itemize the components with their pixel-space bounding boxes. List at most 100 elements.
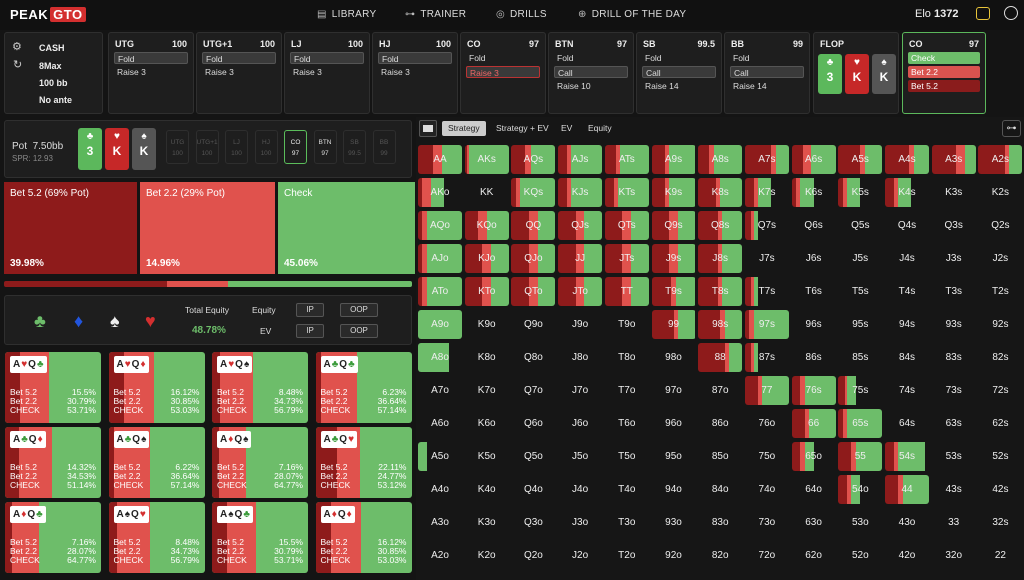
range-cell[interactable]: J8o [558,343,603,372]
range-cell[interactable]: KJs [558,178,603,207]
combo-card[interactable]: A ♠ Q ♣ Bet 5.2 15.5% Bet 2.2 30.79% CHECK 53.71% [212,502,308,573]
range-cell[interactable]: Q3o [511,508,556,537]
range-cell[interactable]: AKs [464,145,509,174]
action-raise-10[interactable]: Raise 10 [557,81,591,91]
range-cell[interactable]: 54o [838,475,883,504]
range-cell[interactable]: KTo [464,277,509,306]
action-fold[interactable]: Fold [114,52,188,64]
strategy-option-0[interactable]: Bet 5.2 (69% Pot) 39.98% [4,182,137,274]
range-cell[interactable]: Q4o [511,475,556,504]
range-cell[interactable]: Q4s [885,211,929,240]
range-cell[interactable]: 96o [651,409,696,438]
range-cell[interactable]: 86o [698,409,743,438]
range-cell[interactable]: A2s [978,145,1023,174]
range-cell[interactable]: 95s [838,310,883,339]
range-cell[interactable]: 75o [744,442,789,471]
range-cell[interactable]: Q7s [744,211,789,240]
range-cell[interactable]: 33 [931,508,976,537]
range-cell[interactable]: 55 [838,442,883,471]
range-cell[interactable]: 93s [931,310,976,339]
range-cell[interactable]: A6s [791,145,836,174]
combo-card[interactable]: A ♣ Q ♠ Bet 5.2 6.22% Bet 2.2 36.64% CHECK 57.14% [108,427,205,498]
hud-position-lj[interactable]: LJ 100 [225,130,248,164]
range-cell[interactable]: A7o [418,376,462,405]
range-cell[interactable]: JTs [604,244,649,273]
nav-trainer[interactable]: ⊶ TRAINER [405,9,467,20]
range-cell[interactable]: Q8s [698,211,743,240]
range-cell[interactable]: 43o [885,508,929,537]
range-cell[interactable]: Q2o [511,541,556,570]
range-cell[interactable]: 95o [651,442,696,471]
action-bet-5.2[interactable]: Bet 5.2 [908,80,980,92]
action-fold[interactable]: Fold [290,52,364,64]
spade-icon[interactable]: ♠ [110,311,120,331]
action-call[interactable]: Call [730,66,804,78]
range-cell[interactable]: A3s [931,145,976,174]
range-cell[interactable]: J8s [698,244,743,273]
chat-icon[interactable] [976,7,990,20]
position-card-utg[interactable]: UTG 100 Fold Raise 3 [108,32,194,114]
range-cell[interactable]: 92s [978,310,1023,339]
tab-ev[interactable]: EV [561,123,573,133]
range-cell[interactable]: 83o [698,508,743,537]
tab-strategy[interactable]: Strategy [442,121,486,136]
tab-strategy-ev[interactable]: Strategy + EV [496,123,549,133]
range-cell[interactable]: J6s [791,244,836,273]
flop-card[interactable]: FLOP ♣ 3 ♥ K ♠ K [813,32,899,114]
combo-card[interactable]: A ♥ Q ♠ Bet 5.2 8.48% Bet 2.2 34.73% CHECK 56.79% [212,352,308,423]
range-cell[interactable]: AJs [558,145,603,174]
position-card-btn[interactable]: BTN 97 Fold Call Raise 10 [548,32,634,114]
range-cell[interactable]: K4o [464,475,509,504]
range-cell[interactable]: 85s [838,343,883,372]
range-cell[interactable]: 53s [931,442,976,471]
action-raise-14[interactable]: Raise 14 [733,81,767,91]
position-card-utg+1[interactable]: UTG+1 100 Fold Raise 3 [196,32,282,114]
range-cell[interactable]: K7o [464,376,509,405]
action-bet-2.2[interactable]: Bet 2.2 [908,66,980,78]
range-cell[interactable]: QTs [604,211,649,240]
gamepad-icon[interactable]: ⊶ [1002,120,1021,137]
range-cell[interactable]: 73o [744,508,789,537]
range-cell[interactable]: 32s [978,508,1023,537]
range-cell[interactable]: T5s [838,277,883,306]
range-cell[interactable]: AQs [511,145,556,174]
range-cell[interactable]: 97s [744,310,789,339]
range-cell[interactable]: T3o [604,508,649,537]
user-icon[interactable] [1004,6,1018,20]
range-cell[interactable]: J7s [744,244,789,273]
range-cell[interactable]: K5o [464,442,509,471]
combo-card[interactable]: A ♠ Q ♥ Bet 5.2 8.48% Bet 2.2 34.73% CHECK 56.79% [108,502,205,573]
range-cell[interactable]: 87s [744,343,789,372]
range-cell[interactable]: A7s [744,145,789,174]
range-cell[interactable]: Q5o [511,442,556,471]
range-cell[interactable]: AJo [418,244,462,273]
range-cell[interactable]: K3s [931,178,976,207]
range-cell[interactable]: 64o [791,475,836,504]
range-cell[interactable]: K6s [791,178,836,207]
range-cell[interactable]: AA [418,145,462,174]
range-cell[interactable]: J4o [558,475,603,504]
range-cell[interactable]: 54s [885,442,929,471]
combo-card[interactable]: A ♣ Q ♦ Bet 5.2 14.32% Bet 2.2 34.53% CHECK 51.14… [5,427,101,498]
range-cell[interactable]: 76o [744,409,789,438]
range-cell[interactable]: Q6s [791,211,836,240]
range-cell[interactable]: QTo [511,277,556,306]
hud-position-sb[interactable]: SB 99.5 [343,130,366,164]
range-cell[interactable]: T7o [604,376,649,405]
hud-position-co[interactable]: CO 97 [284,130,307,164]
range-cell[interactable]: K8s [698,178,743,207]
range-cell[interactable]: T8o [604,343,649,372]
combo-card[interactable]: A ♣ Q ♥ Bet 5.2 22.11% Bet 2.2 24.77% CHECK 53.12… [315,427,412,498]
range-cell[interactable]: K8o [464,343,509,372]
range-cell[interactable]: 93o [651,508,696,537]
strategy-option-2[interactable]: Check 45.06% [278,182,415,274]
range-cell[interactable]: A9o [418,310,462,339]
range-cell[interactable]: 62s [978,409,1023,438]
range-cell[interactable]: J9s [651,244,696,273]
action-raise-3[interactable]: Raise 3 [293,67,322,77]
current-position-card[interactable]: CO 97 Check Bet 2.2 Bet 5.2 [902,32,986,114]
combo-card[interactable]: A ♥ Q ♣ Bet 5.2 15.5% Bet 2.2 30.79% CHECK 53.71% [5,352,101,423]
range-cell[interactable]: J5o [558,442,603,471]
range-cell[interactable]: 75s [838,376,883,405]
range-cell[interactable]: 63o [791,508,836,537]
